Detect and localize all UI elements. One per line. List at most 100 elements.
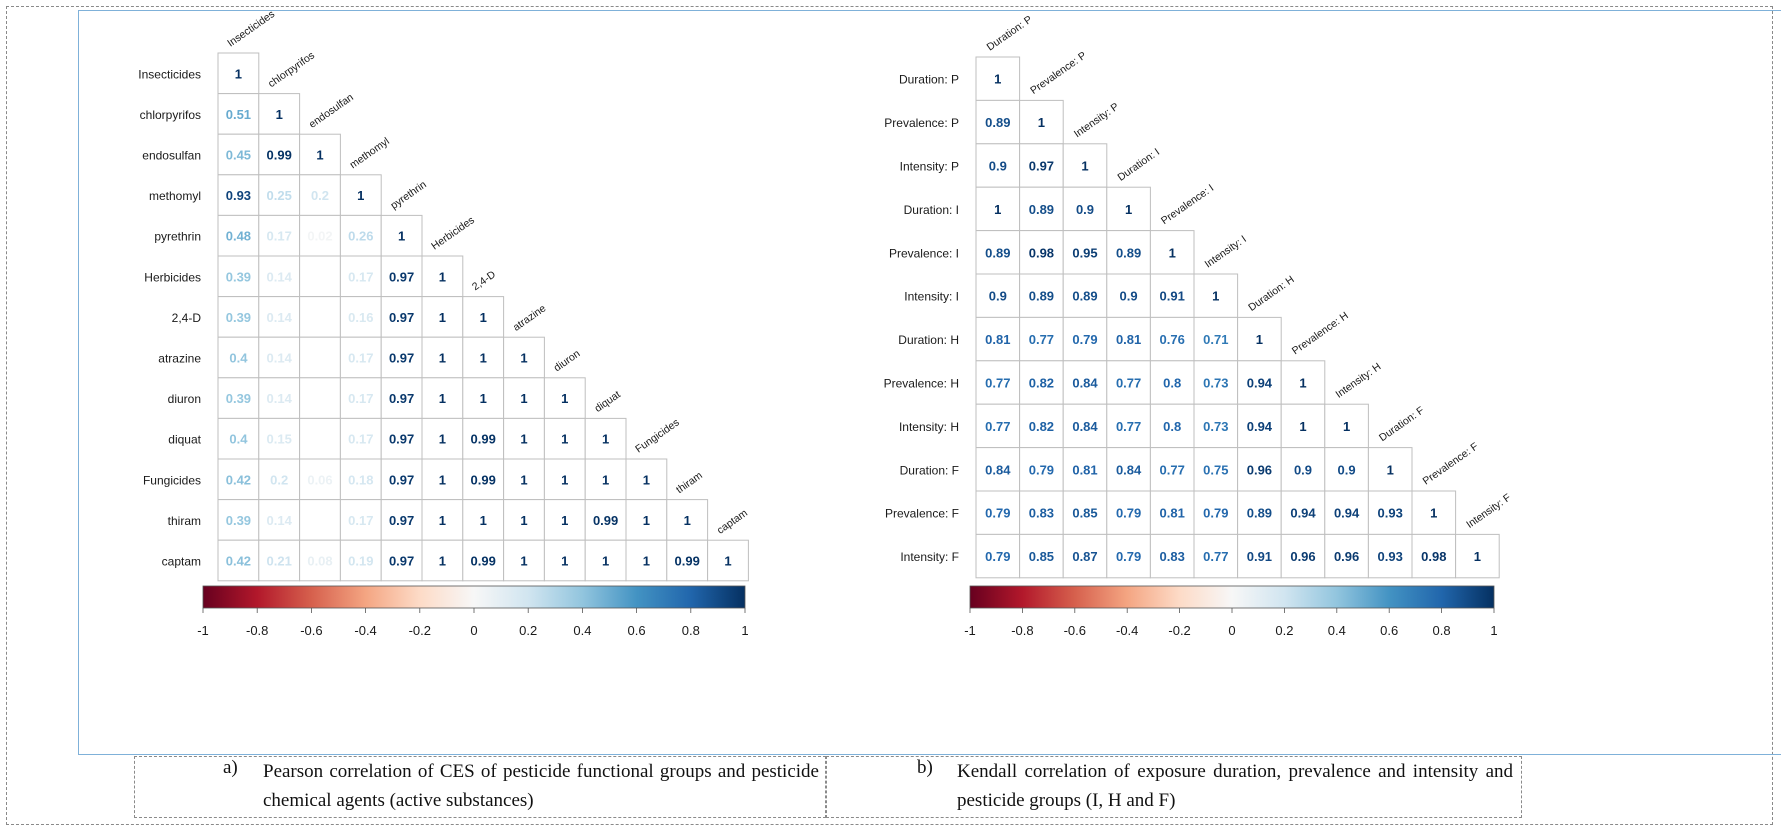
correlation-value: 0.73: [1203, 376, 1228, 391]
correlation-value: 0.79: [1116, 506, 1141, 521]
correlation-value: 1: [439, 513, 446, 528]
correlation-value: 0.76: [1160, 332, 1185, 347]
matrix-cell: [217, 133, 260, 176]
matrix-cell: [1280, 533, 1326, 579]
correlation-value: 0.79: [1029, 462, 1054, 477]
row-label: Intensity: I: [904, 290, 959, 304]
correlation-value: 1: [1343, 419, 1350, 434]
correlation-value: 0.9: [989, 289, 1007, 304]
matrix-cell: [1019, 186, 1064, 232]
matrix-cell: [462, 539, 505, 582]
correlation-charts: 10.51 10.45 0.99 10.93 0.25 0.2 10.48 0.17 0.02 0…: [138, 8, 1513, 638]
correlation-value: 0.14: [267, 351, 293, 366]
matrix-cell: [975, 360, 1021, 405]
column-label: pyrethrin: [388, 179, 428, 212]
correlation-value: 0.45: [226, 148, 251, 163]
column-label: Fungicides: [633, 417, 681, 456]
correlation-value: 0.21: [267, 554, 292, 569]
caption-b-text: Kendall correlation of exposure duration…: [957, 761, 1513, 811]
matrix-cell: [1019, 490, 1064, 535]
correlation-value: 0.77: [1116, 419, 1141, 434]
correlation-value: 0.89: [1029, 202, 1054, 217]
correlation-value: 0.14: [267, 513, 293, 528]
matrix-cell: [1019, 273, 1064, 318]
matrix-cell: [299, 417, 341, 460]
row-label: Duration: P: [899, 73, 959, 87]
correlation-value: 1: [235, 66, 242, 81]
correlation-value: 0.26: [348, 229, 373, 244]
correlation-value: 0.9: [1294, 462, 1312, 477]
correlation-value: 0.93: [226, 188, 251, 203]
correlation-value: 0.99: [593, 513, 618, 528]
matrix-cell: [975, 316, 1021, 362]
column-label: Herbicides: [429, 214, 477, 252]
column-label: chlorpyrifos: [266, 49, 317, 90]
correlation-value: 0.99: [471, 432, 496, 447]
matrix-cell: [339, 539, 382, 582]
column-label: Insecticides: [225, 8, 277, 49]
matrix-cell: [975, 230, 1021, 275]
correlation-value: 0.84: [985, 462, 1011, 477]
matrix-cell: [1237, 316, 1282, 362]
correlation-value: 1: [276, 107, 283, 122]
matrix-cell: [462, 377, 505, 419]
correlation-value: 0.83: [1029, 506, 1054, 521]
correlation-value: 1: [439, 472, 446, 487]
matrix-cell: [1149, 360, 1195, 405]
correlation-value: 0.94: [1247, 419, 1273, 434]
matrix-cell: [299, 255, 341, 298]
correlation-value: 1: [1038, 115, 1045, 130]
matrix-cell: [339, 174, 382, 216]
matrix-cell: [462, 296, 505, 338]
correlation-value: 1: [439, 432, 446, 447]
matrix-cell: [380, 255, 423, 298]
correlation-value: 0.98: [1029, 245, 1054, 260]
matrix-cell: [1149, 533, 1195, 579]
correlation-value: 1: [439, 391, 446, 406]
caption-b-marker: b): [917, 757, 933, 778]
correlation-value: 0.8: [1163, 419, 1181, 434]
matrix-cell: [1062, 273, 1108, 318]
caption-a-text: Pearson correlation of CES of pesticide …: [263, 761, 819, 811]
matrix-cell: [217, 174, 260, 216]
correlation-value: 0.17: [348, 269, 373, 284]
colorbar-tick-label: -0.8: [246, 623, 268, 638]
column-label: Duration: F: [1377, 404, 1426, 444]
matrix-cell: [258, 296, 301, 338]
correlation-value: 1: [480, 351, 487, 366]
correlation-value: 1: [520, 554, 527, 569]
correlation-value: 1: [520, 432, 527, 447]
plot-area-frame: [78, 10, 1781, 755]
matrix-cell: [339, 499, 382, 541]
matrix-cell: [584, 539, 627, 582]
row-label: chlorpyrifos: [140, 108, 201, 122]
column-label: diuron: [552, 348, 583, 375]
column-label: Intensity: H: [1333, 361, 1383, 401]
matrix-cell: [543, 458, 586, 501]
correlation-value: 0.97: [389, 269, 414, 284]
column-label: Prevalence: F: [1421, 440, 1481, 487]
correlation-value: 0.84: [1072, 419, 1098, 434]
correlation-value: 0.17: [348, 351, 373, 366]
correlation-value: 0.2: [270, 472, 288, 487]
matrix-cell: [1411, 533, 1457, 579]
correlation-value: 0.97: [389, 472, 414, 487]
matrix-cell: [1367, 533, 1413, 579]
correlation-value: 1: [520, 513, 527, 528]
row-label: Prevalence: I: [889, 246, 959, 260]
colorbar-tick-label: 0.4: [1328, 623, 1346, 638]
correlation-value: 0.82: [1029, 419, 1054, 434]
correlation-value: 0.97: [389, 351, 414, 366]
correlation-value: 0.95: [1072, 245, 1097, 260]
correlation-value: 0.85: [1072, 506, 1097, 521]
correlation-value: 0.15: [267, 432, 292, 447]
row-label: 2,4-D: [172, 311, 202, 325]
column-label: methomyl: [348, 135, 392, 171]
correlation-value: 1: [520, 351, 527, 366]
column-label: Duration: H: [1246, 274, 1296, 314]
matrix-cell: [339, 417, 382, 460]
matrix-cell: [1106, 273, 1151, 318]
correlation-value: 1: [684, 513, 691, 528]
column-label: Intensity: P: [1072, 101, 1121, 141]
matrix-cell: [1411, 490, 1457, 535]
